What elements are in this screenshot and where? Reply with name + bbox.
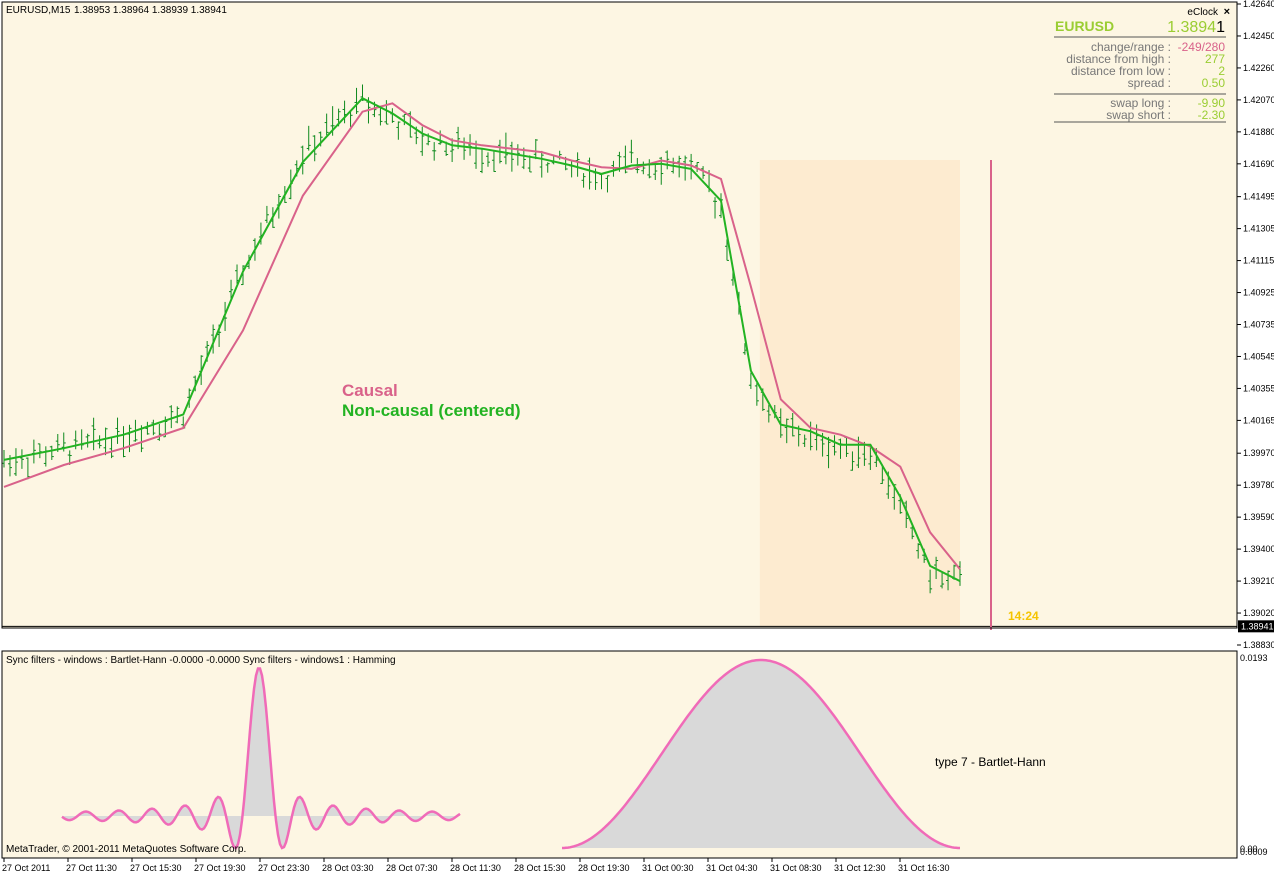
time-tick-label: 27 Oct 11:30 [66, 863, 117, 873]
main-frame [1, 1, 1238, 629]
symbol-timeframe: EURUSD,M15 [6, 5, 71, 16]
price-tick-label: 1.41880 [1243, 127, 1274, 137]
indicator-tick-label: 0.0193 [1240, 653, 1268, 663]
time-tick-label: 28 Oct 15:30 [514, 863, 566, 873]
legend-causal: Causal [342, 381, 398, 400]
price-tick-label: 1.41690 [1243, 159, 1274, 169]
price-tick-label: 1.40735 [1243, 320, 1274, 330]
indicator-tick-label: 0.00 [1240, 844, 1258, 854]
price-tick-label: 1.39400 [1243, 544, 1274, 554]
ohlc-values: 1.38953 1.38964 1.38939 1.38941 [74, 5, 227, 16]
price-tick-label: 1.41495 [1243, 192, 1274, 202]
time-tick-label: 28 Oct 19:30 [578, 863, 630, 873]
time-tick-label: 27 Oct 2011 [2, 863, 50, 873]
causal-line [3, 102, 961, 570]
time-tick-label: 27 Oct 19:30 [194, 863, 246, 873]
price-tick-label: 1.39970 [1243, 448, 1274, 458]
eclock-swap-label: swap long : [1110, 96, 1171, 110]
eclock-price: 1.38941 [1167, 19, 1225, 36]
time-tick-label: 28 Oct 11:30 [450, 863, 501, 873]
price-axis[interactable]: 1.42640 1.42450 1.42260 1.42070 1.41880 1.416… [1237, 0, 1274, 650]
bar-timer: 14:24 [1008, 609, 1039, 623]
eclock-rows: change/range : -249/280 distance from high… [1066, 40, 1225, 90]
time-tick-label: 31 Oct 12:30 [834, 863, 886, 873]
sub-frame [1, 650, 1238, 859]
price-tick-label: 1.39590 [1243, 512, 1274, 522]
price-tick-label: 1.41115 [1243, 256, 1274, 266]
indicator-title: Sync filters - windows : Bartlet-Hann -0… [6, 655, 396, 666]
eclock-panel: eClock × EURUSD 1.38941 change/range : -2… [1054, 6, 1230, 123]
time-tick-label: 27 Oct 15:30 [130, 863, 182, 873]
eclock-swap-value: -9.90 [1198, 96, 1226, 110]
eclock-row-label: distance from low : [1071, 64, 1171, 78]
price-tick-label: 1.41305 [1243, 224, 1274, 234]
legend-noncausal: Non-causal (centered) [342, 401, 521, 420]
close-icon[interactable]: × [1224, 6, 1230, 18]
time-tick-label: 31 Oct 08:30 [770, 863, 822, 873]
price-tick-label: 1.42260 [1243, 63, 1274, 73]
price-tick-label: 1.39210 [1243, 576, 1274, 586]
time-tick-label: 27 Oct 23:30 [258, 863, 310, 873]
eclock-row-label: spread : [1128, 76, 1171, 90]
time-tick-label: 31 Oct 04:30 [706, 863, 758, 873]
window-fill [562, 660, 960, 848]
highlight-zone [759, 160, 960, 626]
eclock-title: eClock [1187, 7, 1219, 18]
filter-type-label: type 7 - Bartlet-Hann [935, 755, 1046, 769]
price-tick-label: 1.40545 [1243, 351, 1274, 361]
last-price-badge [1238, 620, 1274, 633]
last-price-label: 1.38941 [1241, 621, 1274, 631]
eclock-swaps: swap long : -9.90 swap short : -2.30 [1106, 96, 1225, 122]
eclock-row-value: -249/280 [1178, 40, 1226, 54]
price-tick-label: 1.42640 [1243, 0, 1274, 9]
time-tick-label: 28 Oct 07:30 [386, 863, 438, 873]
price-tick-label: 1.38830 [1243, 640, 1274, 650]
time-tick-label: 28 Oct 03:30 [322, 863, 374, 873]
eclock-swap-value: -2.30 [1198, 108, 1226, 122]
eclock-row-label: change/range : [1091, 40, 1171, 54]
price-tick-label: 1.39020 [1243, 608, 1274, 618]
window-filter-curve [562, 658, 960, 850]
eclock-row-label: distance from high : [1066, 52, 1171, 66]
time-axis[interactable]: 27 Oct 2011 27 Oct 11:30 27 Oct 15:30 27 Oc… [2, 858, 950, 873]
price-tick-label: 1.40355 [1243, 383, 1274, 393]
main-chart-area[interactable] [2, 2, 1237, 628]
eclock-row-value: 0.50 [1202, 76, 1226, 90]
sinc-filter-curve [61, 667, 461, 850]
noncausal-line [3, 96, 961, 582]
price-tick-label: 1.40925 [1243, 288, 1274, 298]
time-tick-label: 31 Oct 16:30 [898, 863, 950, 873]
price-tick-label: 1.39780 [1243, 480, 1274, 490]
time-tick-label: 31 Oct 00:30 [642, 863, 694, 873]
copyright: MetaTrader, © 2001-2011 MetaQuotes Softw… [6, 844, 246, 855]
eclock-row-value: 277 [1205, 52, 1225, 66]
price-tick-label: 1.42070 [1243, 95, 1274, 105]
sinc-fill [62, 668, 460, 848]
price-tick-label: 1.40165 [1243, 415, 1274, 425]
filter-plots [61, 658, 960, 850]
eclock-symbol: EURUSD [1055, 18, 1114, 34]
eclock-row-value: 2 [1218, 64, 1225, 78]
eclock-swap-label: swap short : [1106, 108, 1171, 122]
price-tick-label: 1.42450 [1243, 31, 1274, 41]
indicator-axis: 0.0193 0.000.0009 [1240, 653, 1268, 857]
indicator-tick-label: 0.0009 [1240, 847, 1268, 857]
